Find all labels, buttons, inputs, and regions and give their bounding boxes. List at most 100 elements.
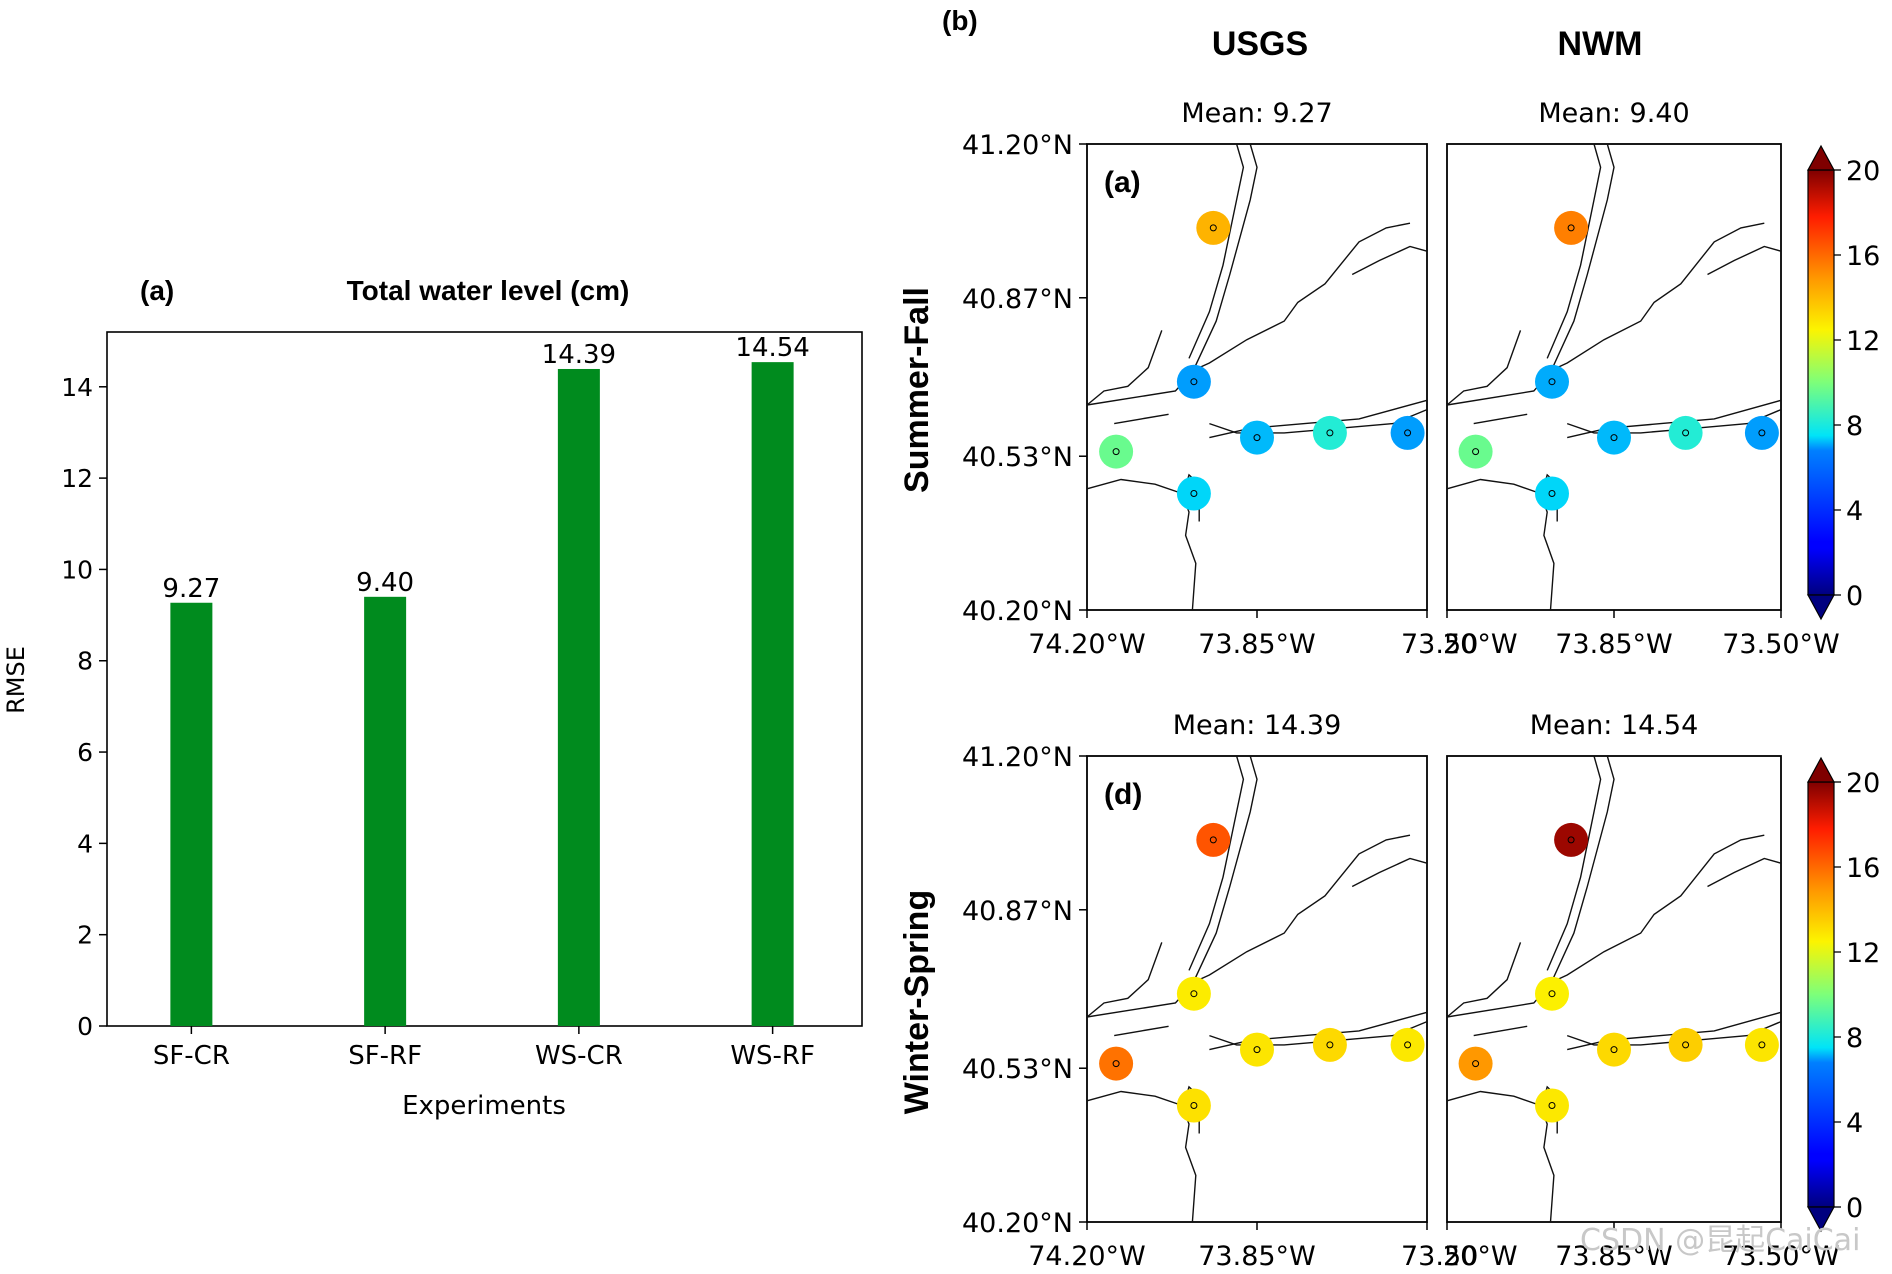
station-marker [1458, 1046, 1493, 1081]
bar-value-label: 9.40 [356, 568, 414, 598]
bar-ytick-label: 14 [61, 373, 93, 402]
station-point [1682, 429, 1690, 437]
map-mean-label: Mean: 14.54 [1530, 710, 1699, 741]
station-point [1190, 1102, 1198, 1109]
map-frame [1446, 143, 1782, 611]
bar-value-label: 9.27 [162, 574, 220, 604]
coastline [1209, 1011, 1428, 1051]
colorbar-extend-min [1806, 594, 1836, 621]
station-marker [1458, 434, 1493, 469]
lat-tick-label: 40.20°N [962, 596, 1073, 627]
coastline [1473, 1025, 1528, 1037]
coastline [1114, 1025, 1169, 1037]
station-marker [1535, 1088, 1569, 1123]
station-point [1610, 434, 1618, 442]
bar-ytick-label: 12 [61, 464, 93, 493]
station-point [1548, 378, 1556, 386]
map-mean-label: Mean: 9.40 [1538, 98, 1689, 129]
lat-tick-label: 41.20°N [962, 742, 1073, 773]
bar-chart-title: Total water level (cm) [347, 275, 630, 306]
station-marker [1535, 364, 1569, 399]
bar-sf-cr [170, 602, 213, 1026]
station-marker [1535, 476, 1569, 511]
station-marker [1196, 210, 1231, 245]
coastline [1473, 413, 1528, 425]
colorbar-tick-label: 8 [1846, 1023, 1863, 1054]
lon-tick-label: 73.50°W [1722, 629, 1840, 660]
station-marker [1176, 476, 1211, 511]
coastline [1446, 330, 1522, 406]
colorbar-tick-label: 16 [1846, 241, 1880, 272]
station-point [1758, 429, 1766, 437]
colorbar-tick-label: 20 [1846, 768, 1880, 799]
station-marker [1597, 420, 1631, 455]
bar-value-label: 14.39 [542, 340, 616, 370]
coastline [1546, 834, 1765, 985]
station-point [1404, 429, 1412, 437]
colorbar-tick-label: 8 [1846, 411, 1863, 442]
station-marker [1240, 420, 1274, 455]
station-marker [1390, 415, 1425, 450]
map-subplot-3: Mean: 14.39 (d) 41.20°N 40.87°N 40.53°N 40.20… [962, 710, 1478, 1272]
lat-tick-label: 40.20°N [962, 1208, 1073, 1239]
lon-tick-label: 73.85°W [1555, 629, 1673, 660]
station-point [1567, 836, 1575, 844]
station-point [1326, 1041, 1334, 1049]
column-title-usgs: USGS [1212, 25, 1308, 63]
coastline [1188, 755, 1245, 971]
bar-panel-label: (a) [140, 275, 174, 306]
bar-plot-frame [106, 331, 863, 1027]
station-point [1404, 1041, 1412, 1049]
coastline [1209, 399, 1428, 439]
coastline [1567, 1011, 1782, 1051]
colorbar-tick-label: 12 [1846, 326, 1880, 357]
station-point [1758, 1041, 1766, 1049]
station-point [1209, 836, 1217, 844]
bar-xtick-label: SF-CR [153, 1041, 230, 1071]
station-marker [1176, 364, 1211, 399]
bar-ws-cr [557, 368, 600, 1026]
station-marker [1597, 1032, 1631, 1067]
station-marker [1668, 1027, 1703, 1062]
station-point [1567, 224, 1575, 232]
row-title-winter-spring: Winter-Spring [898, 890, 936, 1114]
lat-tick-label: 40.87°N [962, 896, 1073, 927]
bar-ytick-label: 8 [77, 647, 93, 676]
bar-ytick-label: 2 [77, 921, 93, 950]
station-point [1190, 990, 1198, 998]
station-point [1209, 224, 1217, 232]
bar-ytick-label: 4 [77, 829, 93, 858]
station-marker [1196, 822, 1231, 857]
coastline [1707, 245, 1782, 276]
bar-sf-rf [364, 596, 407, 1026]
colorbar-extend-max [1806, 144, 1836, 171]
lon-tick-label: 73.50 [1401, 629, 1478, 660]
map-mean-label: Mean: 14.39 [1173, 710, 1342, 741]
coastline [1567, 399, 1782, 439]
coastline [1546, 222, 1765, 373]
lon-tick-label: 73.50 [1401, 1241, 1478, 1272]
lon-tick-label: 20°W [1443, 629, 1518, 660]
station-point [1326, 429, 1334, 437]
station-marker [1744, 1027, 1779, 1062]
colorbar-1: 0 4 8 12 16 20 [1806, 144, 1880, 621]
coastline [1351, 245, 1428, 276]
map-sub-label: (d) [1104, 778, 1142, 811]
map-panel: (b) USGS NWM Summer-Fall Winter-Spring M… [898, 5, 1880, 1272]
station-point [1548, 1102, 1556, 1109]
colorbar-2: 0 4 8 12 16 20 [1806, 756, 1880, 1233]
colorbar-tick-label: 16 [1846, 853, 1880, 884]
station-point [1112, 1060, 1120, 1068]
station-point [1253, 1046, 1261, 1054]
lon-tick-label: 73.85°W [1198, 1241, 1316, 1272]
station-point [1472, 448, 1480, 456]
bar-ytick-label: 6 [77, 738, 93, 767]
coastline [1446, 942, 1522, 1018]
station-marker [1099, 434, 1134, 469]
map-frame [1446, 755, 1782, 1223]
map-subplot-1: Mean: 9.27 (a) 41.20°N 40.87°N 40.53°N 40.20°… [962, 98, 1478, 660]
bar-xlabel: Experiments [402, 1091, 566, 1121]
colorbar-ramp [1807, 781, 1835, 1208]
coastline [1188, 222, 1411, 373]
